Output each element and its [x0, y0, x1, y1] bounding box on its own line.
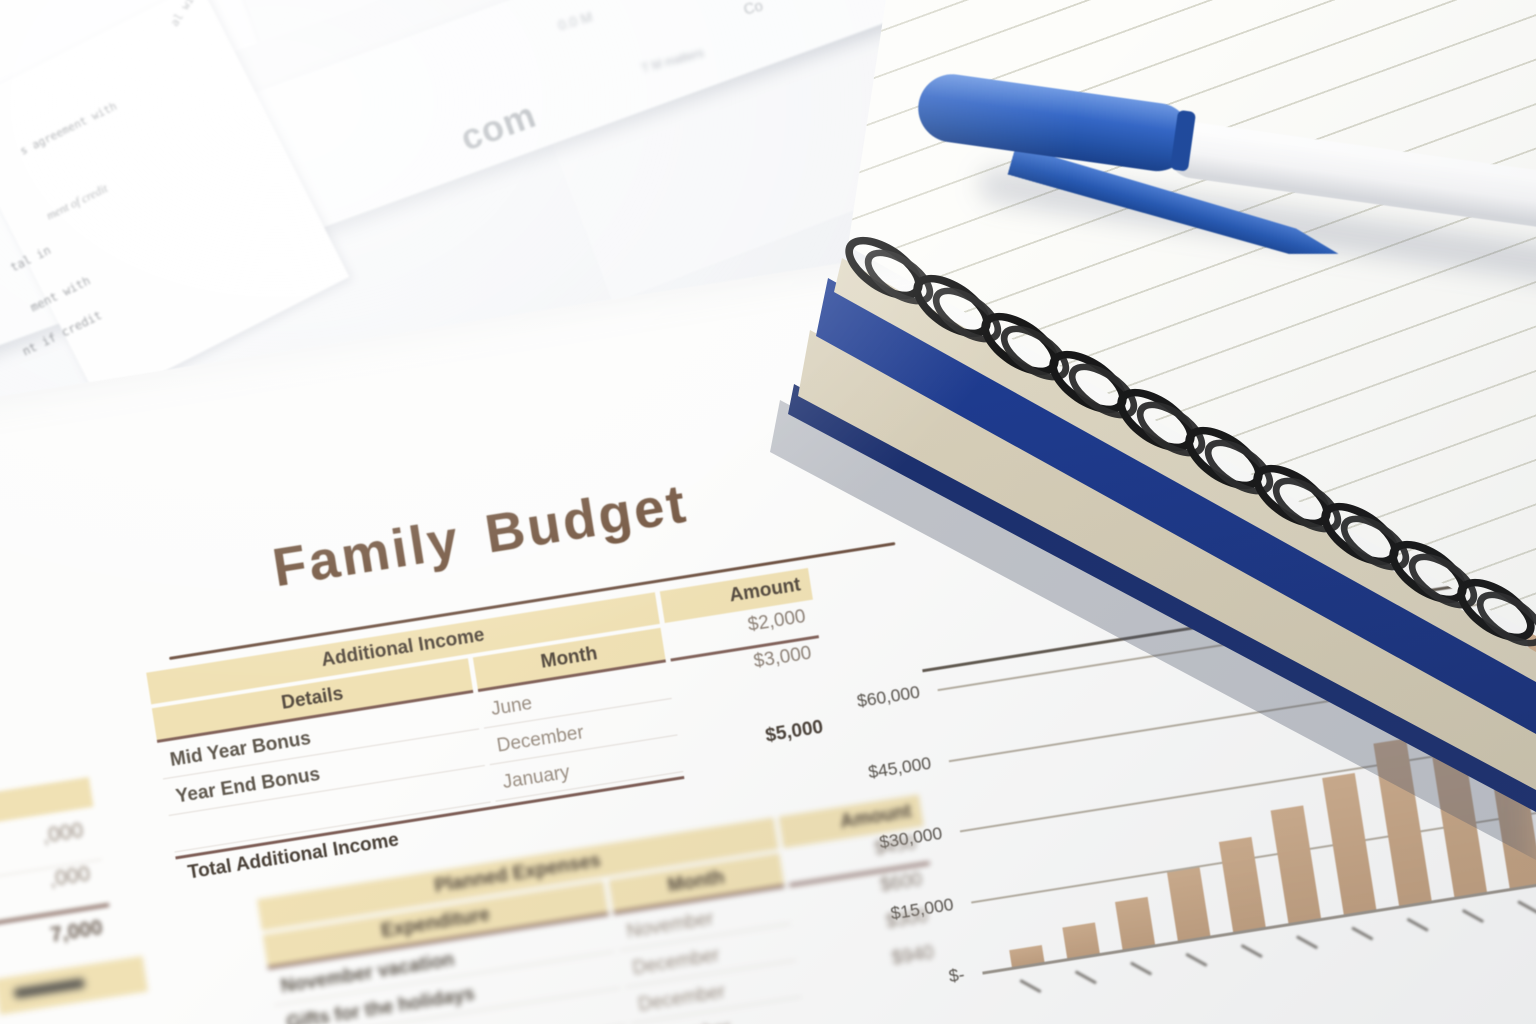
photo-canvas: com s agreement with ment of credit tal …	[0, 0, 1536, 1024]
